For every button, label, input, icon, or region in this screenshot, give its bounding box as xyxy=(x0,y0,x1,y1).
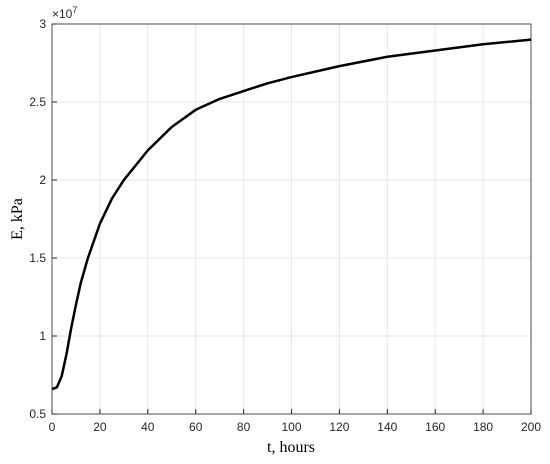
x-tick-label: 180 xyxy=(473,420,493,434)
y-tick-label: 1 xyxy=(39,329,46,343)
x-tick-label: 200 xyxy=(521,420,541,434)
exponent-base: ×10 xyxy=(52,7,73,21)
y-tick-label: 2.5 xyxy=(29,95,46,109)
x-tick-label: 160 xyxy=(425,420,445,434)
y-tick-label: 1.5 xyxy=(29,251,46,265)
exponent-power: 7 xyxy=(72,5,77,15)
y-axis-label: E, kPa xyxy=(9,198,26,240)
y-exponent: ×107 xyxy=(52,5,77,21)
line-series xyxy=(51,38,532,391)
x-tick-label: 80 xyxy=(237,420,251,434)
x-tick-label: 140 xyxy=(377,420,397,434)
y-tick-label: 3 xyxy=(39,17,46,31)
x-tick-label: 20 xyxy=(93,420,107,434)
x-tick-label: 60 xyxy=(189,420,203,434)
y-tick-label: 2 xyxy=(39,173,46,187)
x-tick-label: 0 xyxy=(49,420,56,434)
y-tick-label: 0.5 xyxy=(29,407,46,421)
x-tick-label: 120 xyxy=(329,420,349,434)
x-tick-label: 40 xyxy=(141,420,155,434)
x-tick-label: 100 xyxy=(281,420,301,434)
x-axis-label: t, hours xyxy=(267,439,315,456)
plot-frame xyxy=(51,23,532,415)
